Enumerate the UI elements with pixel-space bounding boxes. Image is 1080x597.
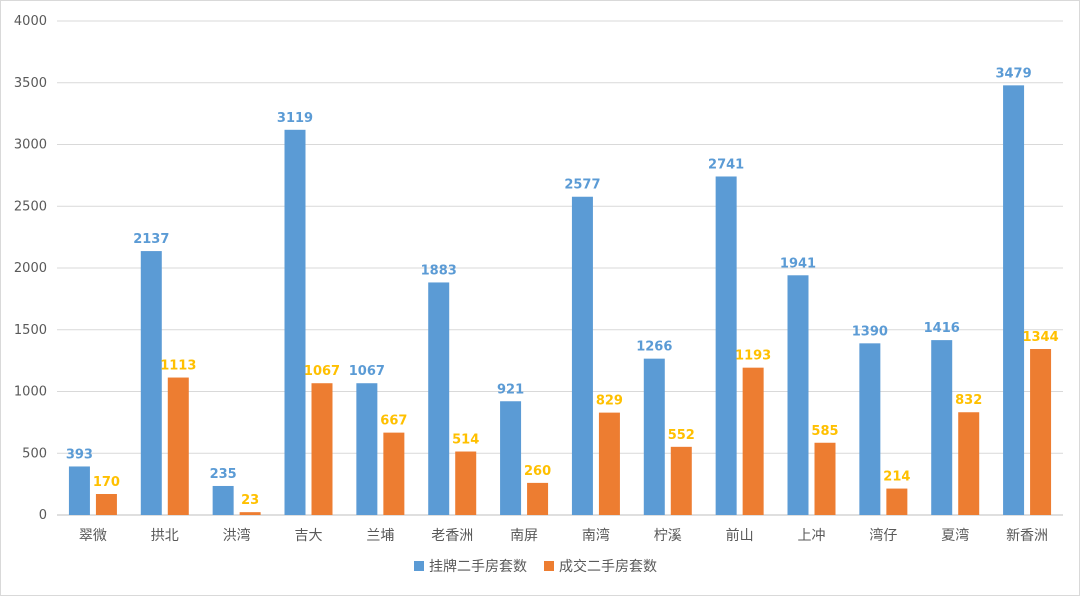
- x-category-label: 柠溪: [654, 528, 682, 544]
- bar-listed: [643, 358, 665, 515]
- bar-sold: [886, 488, 908, 515]
- bar-sold: [1030, 349, 1052, 515]
- data-label-sold: 667: [380, 414, 407, 429]
- y-tick-label: 3500: [14, 76, 47, 91]
- y-axis-ticks: 0 500 1000 1500 2000 2500 3000 3500 4000: [14, 14, 47, 523]
- data-label-sold: 214: [883, 470, 910, 485]
- x-category-label: 拱北: [151, 528, 179, 544]
- x-category-label: 翠微: [79, 528, 107, 544]
- data-label-listed: 2137: [133, 232, 169, 247]
- bar-sold: [670, 446, 692, 515]
- data-label-sold: 514: [452, 433, 479, 448]
- x-category-label: 南湾: [582, 527, 610, 544]
- bar-sold: [383, 432, 405, 515]
- x-category-label: 南屏: [510, 528, 538, 544]
- y-tick-label: 1000: [14, 385, 47, 400]
- data-label-sold: 832: [955, 393, 982, 408]
- x-category-label: 吉大: [295, 528, 323, 544]
- bar-listed: [140, 251, 162, 515]
- gridlines: [57, 20, 1063, 516]
- data-label-listed: 393: [66, 447, 93, 462]
- data-label-sold: 1113: [160, 359, 196, 374]
- bar-sold: [958, 412, 980, 515]
- bars: [68, 85, 1052, 516]
- bar-listed: [787, 275, 809, 515]
- legend-entry: 挂牌二手房套数: [429, 558, 527, 575]
- data-label-listed: 1883: [421, 263, 457, 278]
- data-label-listed: 2577: [564, 178, 600, 193]
- bar-listed: [1003, 85, 1025, 515]
- bar-listed: [212, 485, 234, 515]
- data-label-sold: 1344: [1022, 330, 1058, 345]
- y-tick-label: 2000: [14, 261, 47, 276]
- bar-sold: [95, 494, 117, 515]
- bar-listed: [859, 343, 881, 515]
- bar-listed: [428, 282, 450, 515]
- x-category-label: 洪湾: [223, 527, 251, 544]
- data-label-listed: 1941: [780, 256, 816, 271]
- x-category-label: 上冲: [798, 528, 826, 544]
- bar-listed: [715, 176, 737, 515]
- data-label-sold: 260: [524, 464, 551, 479]
- bar-listed: [571, 196, 593, 516]
- data-label-listed: 1266: [636, 340, 672, 355]
- bar-sold: [311, 383, 333, 515]
- legend-swatch: [544, 561, 554, 571]
- data-label-sold: 829: [596, 394, 623, 409]
- bar-listed: [284, 129, 306, 515]
- data-label-sold: 23: [241, 493, 259, 508]
- x-category-label: 新香洲: [1006, 528, 1048, 544]
- bar-listed: [500, 401, 522, 515]
- data-label-listed: 1416: [924, 321, 960, 336]
- bar-listed: [931, 340, 953, 515]
- x-axis-categories: 翠微 拱北 洪湾 吉大 兰埔 老香洲 南屏 南湾 柠溪 前山 上冲 湾仔 夏湾 新香洲: [79, 527, 1048, 544]
- data-label-listed: 3479: [995, 66, 1031, 81]
- bar-sold: [814, 442, 836, 515]
- data-label-listed: 2741: [708, 157, 744, 172]
- bar-sold: [455, 451, 477, 515]
- data-label-listed: 921: [497, 382, 524, 397]
- y-tick-label: 1500: [14, 323, 47, 338]
- legend: 挂牌二手房套数 成交二手房套数: [414, 558, 657, 575]
- data-label-listed: 1067: [349, 364, 385, 379]
- y-tick-label: 2500: [14, 199, 47, 214]
- x-category-label: 兰埔: [366, 528, 394, 544]
- y-tick-label: 4000: [14, 14, 47, 29]
- data-label-listed: 235: [210, 467, 237, 482]
- data-label-listed: 1390: [852, 324, 888, 339]
- legend-swatch: [414, 561, 424, 571]
- y-tick-label: 0: [39, 508, 47, 523]
- x-category-label: 夏湾: [941, 527, 969, 544]
- data-label-sold: 1067: [304, 364, 340, 379]
- data-label-sold: 1193: [735, 349, 771, 364]
- data-label-sold: 585: [811, 424, 838, 439]
- bar-sold: [742, 367, 764, 515]
- data-label-listed: 3119: [277, 111, 313, 126]
- bar-sold: [239, 512, 261, 515]
- bar-sold: [598, 412, 620, 515]
- y-tick-label: 3000: [14, 138, 47, 153]
- legend-entry: 成交二手房套数: [559, 558, 657, 575]
- bar-listed: [356, 383, 378, 515]
- data-label-sold: 170: [93, 475, 120, 490]
- bar-sold: [527, 482, 549, 515]
- x-category-label: 前山: [726, 527, 754, 544]
- bar-listed: [68, 466, 90, 515]
- data-label-sold: 552: [668, 428, 695, 443]
- x-category-label: 老香洲: [431, 528, 473, 544]
- y-tick-label: 500: [22, 446, 47, 461]
- x-category-label: 湾仔: [869, 527, 897, 544]
- bar-sold: [167, 377, 189, 515]
